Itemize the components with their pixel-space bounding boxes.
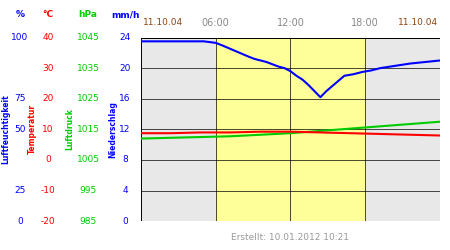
Text: -20: -20	[40, 217, 55, 226]
Text: Luftdruck: Luftdruck	[66, 108, 75, 150]
Text: 20: 20	[42, 94, 54, 103]
Text: 30: 30	[42, 64, 54, 72]
Text: 0: 0	[17, 217, 23, 226]
Text: 8: 8	[122, 156, 128, 164]
Text: Erstellt: 10.01.2012 10:21: Erstellt: 10.01.2012 10:21	[231, 234, 350, 242]
Text: 40: 40	[42, 33, 54, 42]
Text: 16: 16	[119, 94, 131, 103]
Text: %: %	[15, 10, 24, 19]
Text: 11.10.04: 11.10.04	[398, 18, 438, 27]
Text: 1005: 1005	[76, 156, 99, 164]
Text: Luftfeuchtigkeit: Luftfeuchtigkeit	[1, 94, 10, 164]
Text: 4: 4	[122, 186, 128, 195]
Text: mm/h: mm/h	[111, 10, 139, 19]
Text: 18:00: 18:00	[351, 18, 379, 28]
Bar	[216, 38, 365, 221]
Text: 1035: 1035	[76, 64, 99, 72]
Text: 50: 50	[14, 125, 26, 134]
Text: 10: 10	[42, 125, 54, 134]
Text: 11.10.04: 11.10.04	[143, 18, 183, 27]
Text: 24: 24	[119, 33, 130, 42]
Text: 06:00: 06:00	[202, 18, 230, 28]
Text: 12:00: 12:00	[277, 18, 304, 28]
Text: 0: 0	[122, 217, 128, 226]
Text: 0: 0	[45, 156, 51, 164]
Text: 100: 100	[11, 33, 29, 42]
Text: 75: 75	[14, 94, 26, 103]
Text: 25: 25	[14, 186, 26, 195]
Text: 20: 20	[119, 64, 130, 72]
Text: Niederschlag: Niederschlag	[108, 101, 117, 158]
Text: -10: -10	[40, 186, 55, 195]
Text: hPa: hPa	[78, 10, 98, 19]
Text: 12: 12	[119, 125, 130, 134]
Text: 1025: 1025	[76, 94, 99, 103]
Text: 985: 985	[79, 217, 97, 226]
Text: °C: °C	[42, 10, 54, 19]
Text: 995: 995	[79, 186, 97, 195]
Text: 1045: 1045	[76, 33, 99, 42]
Text: 1015: 1015	[76, 125, 99, 134]
Text: Temperatur: Temperatur	[27, 104, 36, 154]
